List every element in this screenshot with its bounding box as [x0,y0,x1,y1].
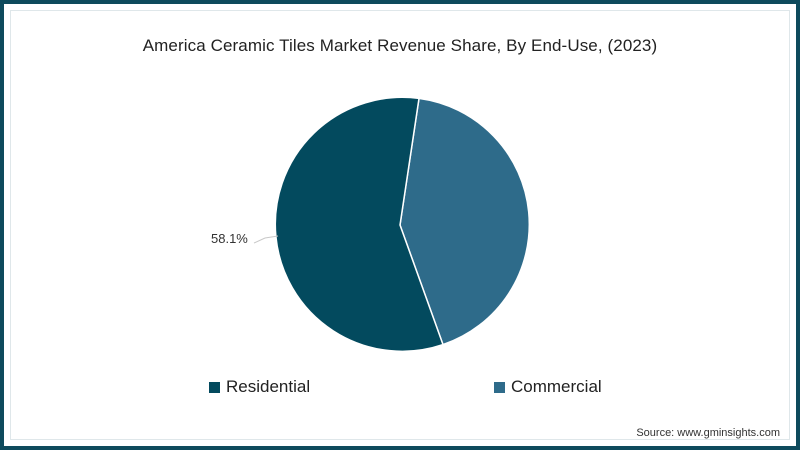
chart-title: America Ceramic Tiles Market Revenue Sha… [142,36,658,55]
legend-label-commercial: Commercial [511,377,602,396]
legend-swatch-residential [209,381,220,393]
legend-swatch-commercial [494,381,505,393]
legend-item-commercial: Commercial [494,377,602,397]
chart-inner-border [10,10,790,440]
pie-slice-commercial [399,97,531,346]
label-leader-line [253,235,279,244]
legend-label-residential: Residential [226,377,311,396]
source-note: Source: www.gminsights.com [636,427,780,439]
legend-item-residential: Residential [209,377,310,397]
data-label-residential: 58.1% [211,231,248,246]
